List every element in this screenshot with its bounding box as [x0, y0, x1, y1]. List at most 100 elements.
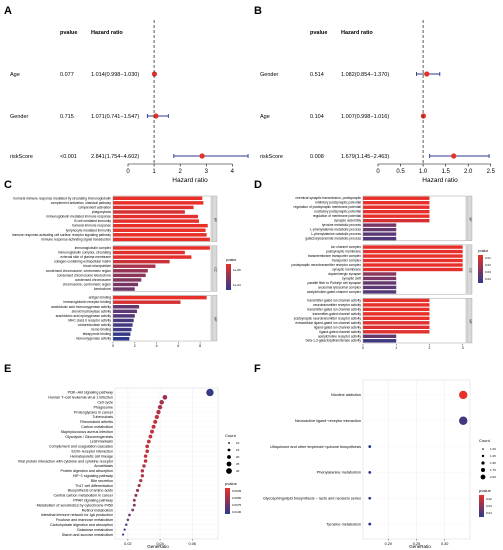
hazard-point: [424, 71, 430, 77]
category-label: transporter complex: [332, 259, 361, 263]
panel-label-a: A: [4, 5, 12, 17]
category-label: Phenylalanine metabolism: [317, 471, 361, 475]
row-label: Age: [260, 114, 270, 120]
data-point: [134, 493, 138, 497]
x-tick-label: 4: [231, 169, 235, 175]
x-tick-label: 1: [152, 169, 156, 175]
row-hazard-ratio: 1.679(1.145−2.463): [341, 154, 389, 160]
axis-title: GeneRatio: [409, 544, 431, 549]
bar: [363, 325, 430, 330]
data-point: [159, 399, 164, 405]
bar: [363, 298, 430, 303]
bar: [113, 210, 185, 214]
bar: [113, 323, 133, 327]
category-label: Hematopoietic cell lineage: [70, 454, 113, 458]
category-label: transmembrane transporter complex: [308, 254, 361, 258]
x-tick-label: 1: [395, 346, 397, 350]
row-pvalue: <0.001: [60, 154, 77, 160]
kegg-dot-plot-f: Nicotine addiction Neuroactive ligand−rec…: [263, 379, 496, 549]
bar: [113, 219, 200, 223]
legend-tick: 0.0050: [232, 496, 242, 500]
legend-tick: 0.03: [486, 504, 492, 508]
row-pvalue: 0.104: [310, 114, 324, 120]
bar: [113, 196, 203, 201]
group-strip: [466, 244, 473, 295]
panel-label-c: C: [4, 179, 12, 191]
bar: [363, 334, 397, 338]
pvalue-header: pvalue: [60, 30, 77, 36]
bar: [113, 273, 146, 278]
panel-label-e: E: [4, 363, 11, 375]
x-tick-label: 0: [126, 169, 130, 175]
legend-title: pvalue: [226, 258, 236, 262]
category-label: Biosynthesis of amino acids: [68, 489, 113, 493]
category-label: Protein digestion and absorption: [61, 469, 113, 473]
group-frame: [362, 297, 467, 344]
data-point: [128, 513, 131, 517]
category-label: transmitter-gated ion channel activity: [307, 307, 361, 311]
category-label: Intestinal immune network for IgA produc…: [41, 513, 113, 517]
panel-label-f: F: [254, 363, 261, 375]
category-label: synapse assembly: [334, 219, 361, 223]
bar: [113, 336, 130, 341]
bar: [113, 269, 148, 273]
bar: [113, 314, 135, 318]
hazard-point: [153, 113, 159, 119]
bar: [363, 290, 397, 294]
x-tick-label: 3: [462, 346, 464, 350]
plot-frame: [114, 387, 219, 540]
category-label: excitatory postsynaptic potential: [314, 210, 361, 214]
bar: [113, 250, 185, 255]
bar: [113, 332, 131, 336]
category-label: postsynaptic neurotransmitter receptor a…: [294, 316, 362, 320]
group-tag: BP: [214, 218, 218, 222]
row-label: Gender: [10, 114, 29, 120]
category-label: postsynaptic neurotransmitter receptor c…: [292, 263, 362, 267]
category-label: monooxygenase activity: [76, 337, 112, 341]
category-label: phagocytosis: [92, 210, 112, 214]
count-legend-dot: [226, 468, 232, 474]
category-label: immune response-activating cell surface …: [12, 233, 111, 237]
data-point: [368, 471, 372, 474]
category-label: external side of plasma membrane: [60, 255, 111, 259]
x-tick-label: 0.5: [396, 169, 405, 175]
count-legend-label: 1.25: [490, 454, 496, 458]
category-label: kinetochore: [94, 287, 111, 291]
bar: [363, 281, 397, 285]
x-tick-label: 6: [177, 344, 179, 348]
count-legend-dot: [227, 455, 231, 459]
x-tick-label: 0.20: [385, 542, 392, 546]
data-point: [145, 444, 150, 449]
group-strip: [211, 295, 218, 342]
x-tick-label: 2: [179, 169, 183, 175]
bar: [113, 246, 210, 250]
x-tick-label: 1.5: [441, 169, 450, 175]
category-label: L-phenylalanine metabolic process: [310, 228, 361, 232]
bar: [363, 285, 397, 290]
legend-count-title: Count: [225, 433, 237, 438]
category-label: Viral protein interaction with cytokine …: [18, 459, 114, 463]
category-label: Human T−cell leukemia virus 1 infection: [48, 396, 113, 400]
bar: [113, 295, 207, 300]
category-label: immunoglobulin complex, circulating: [58, 251, 111, 255]
bar: [113, 237, 210, 242]
data-point: [145, 449, 150, 454]
group-tag: MF: [214, 317, 218, 321]
category-label: Phagosome: [93, 405, 113, 409]
x-tick-label: 0: [362, 346, 364, 350]
data-point: [121, 533, 125, 536]
category-label: galactosylceramide metabolic process: [305, 237, 361, 241]
category-label: MHC class II receptor activity: [68, 318, 111, 322]
hazard-ratio-header: Hazard ratio: [341, 30, 373, 36]
bar: [113, 309, 137, 314]
category-label: immunoglobulin complex: [75, 246, 112, 250]
category-label: Carbon metabolism: [81, 425, 113, 429]
data-point: [126, 518, 130, 522]
count-legend-dot: [480, 474, 486, 480]
bar: [113, 228, 206, 232]
category-label: neurotransmitter receptor activity: [313, 303, 361, 307]
category-label: humoral immune response: [72, 224, 111, 228]
row-label: riskScore: [10, 154, 33, 160]
count-legend-dot: [227, 448, 231, 452]
